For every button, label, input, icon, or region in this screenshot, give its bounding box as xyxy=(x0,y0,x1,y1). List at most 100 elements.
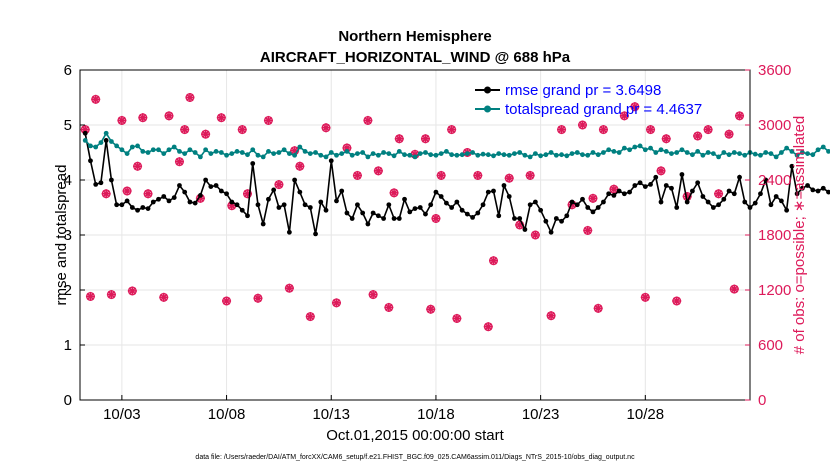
obs-assimilated-point xyxy=(180,125,190,135)
totalspread-point xyxy=(334,152,339,158)
totalspread-point xyxy=(438,151,444,157)
rmse-point xyxy=(815,188,821,194)
totalspread-point xyxy=(559,152,564,158)
obs-assimilated-point xyxy=(724,129,734,139)
obs-assimilated-point xyxy=(530,230,540,240)
x-tick-label: 10/03 xyxy=(103,406,141,423)
rmse-point xyxy=(286,229,292,235)
obs-assimilated-point xyxy=(452,313,462,323)
rmse-point xyxy=(763,177,769,183)
rmse-point xyxy=(417,205,423,210)
totalspread-point xyxy=(763,150,769,155)
totalspread-point xyxy=(266,149,271,154)
obs-assimilated-point xyxy=(672,296,682,306)
totalspread-point xyxy=(360,150,366,155)
totalspread-point xyxy=(485,152,491,158)
obs-possible-point xyxy=(127,286,137,296)
obs-possible-point xyxy=(724,129,734,139)
rmse-point xyxy=(543,218,549,224)
totalspread-point xyxy=(88,143,93,149)
obs-assimilated-point xyxy=(253,293,263,303)
totalspread-point xyxy=(789,149,795,154)
rmse-point xyxy=(805,183,810,188)
obs-assimilated-point xyxy=(284,283,294,293)
obs-assimilated-point xyxy=(216,113,226,123)
totalspread-point xyxy=(799,150,805,155)
obs-assimilated-point xyxy=(263,115,273,125)
obs-possible-point xyxy=(101,189,111,199)
obs-assimilated-point xyxy=(735,111,745,121)
totalspread-point xyxy=(297,144,303,150)
obs-assimilated-point xyxy=(117,115,127,125)
rmse-point xyxy=(145,206,151,212)
rmse-point xyxy=(355,202,360,208)
obs-assimilated-point xyxy=(619,111,629,121)
totalspread-point xyxy=(779,150,784,155)
x-tick-label: 10/13 xyxy=(312,406,350,423)
obs-possible-point xyxy=(473,170,483,180)
obs-assimilated-point xyxy=(630,102,640,112)
obs-assimilated-point xyxy=(222,296,232,306)
totalspread-point xyxy=(203,147,209,153)
totalspread-point xyxy=(250,147,256,153)
totalspread-point xyxy=(255,152,261,158)
totalspread-point xyxy=(805,151,810,157)
obs-assimilated-point xyxy=(483,322,493,332)
y-tick-label: 0 xyxy=(64,392,72,409)
totalspread-point xyxy=(417,151,423,157)
totalspread-point xyxy=(449,152,455,158)
rmse-point xyxy=(114,202,120,208)
obs-assimilated-point xyxy=(133,161,143,171)
totalspread-point xyxy=(595,152,601,158)
rmse-point xyxy=(532,199,538,205)
totalspread-point xyxy=(276,150,282,155)
rmse-point xyxy=(464,211,470,217)
obs-possible-point xyxy=(159,292,169,302)
totalspread-point xyxy=(512,151,517,157)
obs-possible-point xyxy=(735,111,744,121)
rmse-point xyxy=(726,188,732,194)
rmse-point xyxy=(799,185,805,191)
rmse-point xyxy=(679,172,685,177)
obs-possible-point xyxy=(703,125,713,135)
rmse-point xyxy=(721,196,727,202)
totalspread-point xyxy=(239,150,245,155)
totalspread-point xyxy=(464,151,470,157)
rmse-point xyxy=(501,183,507,188)
obs-assimilated-point xyxy=(703,125,713,135)
rmse-point xyxy=(407,209,413,215)
rmse-point xyxy=(381,216,386,221)
totalspread-point xyxy=(632,144,638,150)
obs-assimilated-point xyxy=(473,170,483,180)
totalspread-point xyxy=(784,145,790,151)
obs-possible-point xyxy=(253,293,263,303)
obs-assimilated-point xyxy=(426,304,436,314)
rmse-point xyxy=(396,216,402,221)
totalspread-point xyxy=(527,154,533,160)
rmse-point xyxy=(768,202,774,208)
obs-assimilated-point xyxy=(159,292,169,302)
obs-assimilated-point xyxy=(640,292,650,302)
obs-assimilated-point xyxy=(174,157,184,167)
obs-assimilated-point xyxy=(91,94,101,104)
obs-assimilated-point xyxy=(164,111,174,121)
totalspread-point xyxy=(433,152,439,158)
y2-tick-label: 3000 xyxy=(758,117,791,134)
rmse-point xyxy=(339,188,345,194)
totalspread-point xyxy=(208,151,214,157)
rmse-point xyxy=(177,183,182,188)
totalspread-point xyxy=(491,153,496,159)
totalspread-point xyxy=(705,150,711,155)
obs-assimilated-point xyxy=(693,131,703,141)
obs-assimilated-point xyxy=(557,125,567,135)
totalspread-point xyxy=(731,150,737,155)
obs-assimilated-point xyxy=(447,125,457,135)
totalspread-point xyxy=(700,152,706,158)
obs-possible-point xyxy=(373,166,383,176)
rmse-point xyxy=(601,199,606,205)
rmse-point xyxy=(402,196,407,202)
obs-assimilated-point xyxy=(237,125,247,135)
totalspread-point xyxy=(344,149,350,154)
totalspread-point xyxy=(752,151,758,157)
rmse-point xyxy=(135,207,140,213)
